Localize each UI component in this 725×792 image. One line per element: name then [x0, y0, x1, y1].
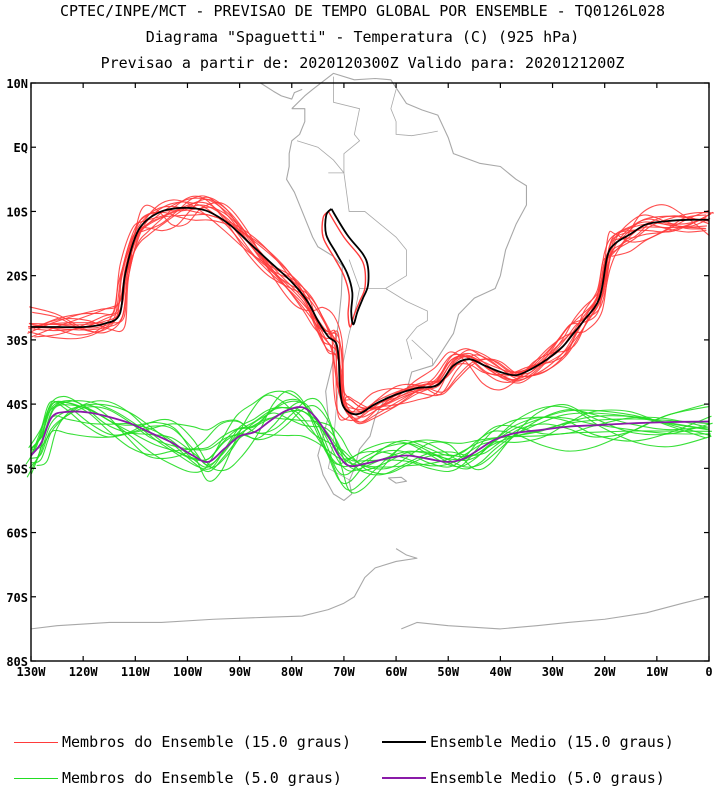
x-tick-label-5: 80W — [281, 665, 303, 679]
x-tick-label-12: 10W — [646, 665, 668, 679]
series-0-member-7 — [32, 195, 712, 419]
legend-label-mean-15: Ensemble Medio (15.0 graus) — [430, 733, 674, 751]
series-3-mean-line — [30, 406, 710, 468]
series-2-member-10 — [30, 390, 707, 472]
chart-title-line3: Previsao a partir de: 2020120300Z Valido… — [100, 54, 625, 72]
series-0-member-11 — [28, 201, 706, 423]
series-2-member-12 — [30, 398, 710, 485]
legend-row-5: Membros do Ensemble (5.0 graus) Ensemble… — [0, 769, 725, 791]
legend-item-mean-15: Ensemble Medio (15.0 graus) — [382, 733, 674, 751]
series-0-member-6 — [31, 204, 710, 425]
country-border-1 — [328, 172, 407, 251]
legend-item-members-5: Membros do Ensemble (5.0 graus) — [14, 769, 342, 787]
country-border-3 — [385, 288, 428, 360]
x-tick-label-10: 30W — [542, 665, 564, 679]
series-2-member-6 — [31, 390, 712, 491]
y-tick-label-8: 70S — [6, 591, 28, 605]
x-tick-label-3: 100W — [173, 665, 203, 679]
x-tick-label-13: 0 — [705, 665, 712, 679]
series-1-mean-line — [31, 206, 710, 416]
y-tick-label-0: 10N — [6, 77, 28, 91]
country-border-7 — [411, 339, 433, 366]
x-tick-label-2: 110W — [121, 665, 151, 679]
series-0-member-4 — [27, 198, 707, 418]
chart-title-line1: CPTEC/INPE/MCT - PREVISAO DE TEMPO GLOBA… — [59, 2, 666, 20]
y-tick-label-7: 60S — [6, 527, 28, 541]
series-2-member-3 — [36, 397, 712, 494]
legend-item-mean-5: Ensemble Medio (5.0 graus) — [382, 769, 665, 787]
coastline-3 — [401, 596, 710, 630]
series-2-member-11 — [31, 401, 708, 476]
series-0-member-0 — [28, 206, 709, 413]
y-tick-label-4: 30S — [6, 334, 28, 348]
legend-swatch-members-5 — [14, 777, 58, 779]
coastline-2 — [30, 548, 418, 630]
legend-swatch-members-15 — [14, 741, 58, 743]
plot-frame — [30, 82, 710, 662]
legend-item-members-15: Membros do Ensemble (15.0 graus) — [14, 733, 351, 751]
series-0-member-9 — [28, 213, 707, 413]
y-tick-label-3: 20S — [6, 270, 28, 284]
coastline-0 — [286, 72, 528, 501]
y-tick-label-2: 10S — [6, 205, 28, 219]
series-0-member-13 — [33, 197, 715, 422]
coastline-1 — [260, 82, 303, 100]
x-tick-label-4: 90W — [229, 665, 251, 679]
legend-label-mean-5: Ensemble Medio (5.0 graus) — [430, 769, 665, 787]
x-tick-label-7: 60W — [385, 665, 407, 679]
coastline-4 — [387, 476, 408, 484]
legend-swatch-mean-15 — [382, 741, 426, 743]
chart-title-line2: Diagrama "Spaguetti" - Temperatura (C) (… — [145, 28, 580, 46]
series-0-member-12 — [28, 195, 707, 411]
country-border-2 — [348, 249, 407, 289]
country-border-6 — [390, 89, 438, 137]
series-1-andes-members — [321, 210, 367, 328]
country-border-5 — [333, 76, 361, 173]
legend-row-15: Membros do Ensemble (15.0 graus) Ensembl… — [0, 733, 725, 755]
x-tick-label-9: 40W — [490, 665, 512, 679]
x-tick-label-0: 130W — [17, 665, 47, 679]
legend-label-members-5: Membros do Ensemble (5.0 graus) — [62, 769, 342, 787]
x-tick-label-11: 20W — [594, 665, 616, 679]
y-tick-label-6: 50S — [6, 462, 28, 476]
legend-label-members-15: Membros do Ensemble (15.0 graus) — [62, 733, 351, 751]
series-0-member-3 — [29, 196, 707, 410]
y-tick-label-5: 40S — [6, 398, 28, 412]
y-tick-label-1: EQ — [14, 141, 28, 155]
country-border-0 — [296, 140, 345, 174]
x-tick-label-8: 50W — [437, 665, 459, 679]
x-tick-label-6: 70W — [333, 665, 355, 679]
y-tick-label-9: 80S — [6, 655, 28, 669]
legend-swatch-mean-5 — [382, 777, 426, 779]
series-1-andes-loop — [324, 208, 370, 326]
x-tick-label-1: 120W — [69, 665, 99, 679]
